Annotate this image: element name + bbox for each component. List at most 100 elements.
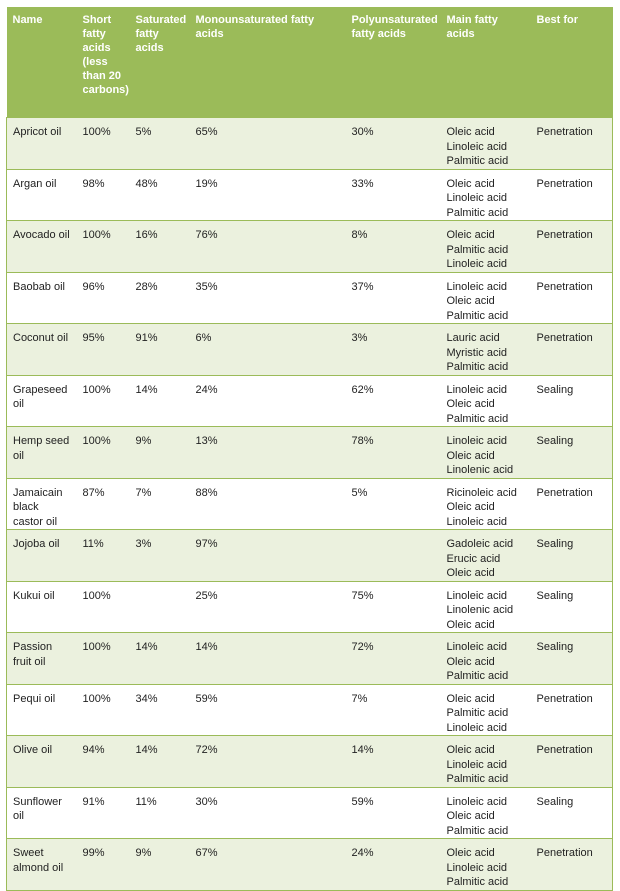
cell-short-fatty-acids: 96% [76,271,130,324]
table-row: Sunflower oil 91% 11% 30% 59% Linoleic acid Ol… [6,786,613,839]
cell-short-fatty-acids: 99% [76,838,130,891]
cell-short-fatty-acids: 94% [76,735,130,788]
cell-monounsaturated: 30% [189,786,346,839]
fatty-acid-item: Oleic acid [446,810,495,822]
cell-monounsaturated: 72% [189,735,346,788]
fatty-acid-item: Oleic acid [446,618,495,631]
cell-short-fatty-acids: 100% [76,220,130,273]
fatty-acid-item: Linoleic acid [446,192,508,204]
fatty-acid-item: Erucic acid [446,552,501,565]
cell-main-fatty-acids: Oleic acid Linoleic acid Palmitic acid [440,168,531,221]
cell-best-for: Sealing [530,786,613,839]
cell-short-fatty-acids: 100% [76,632,130,685]
cell-short-fatty-acids: 98% [76,168,130,221]
fatty-acid-item: Linolenic acid [446,604,514,616]
fatty-acid-item: Linoleic acid [446,280,508,293]
fatty-acid-item: Palmitic acid [446,155,509,167]
cell-name: Sweet almond oil [6,838,77,891]
cell-polyunsaturated: 59% [345,786,441,839]
fatty-acid-item: Linoleic acid [446,258,508,270]
fatty-acid-item: Linoleic acid [446,383,508,396]
cell-saturated [129,580,190,633]
header-short-fatty-acids: Short fatty acids (less than 20 carbons) [76,7,130,118]
fatty-acid-item: Linoleic acid [446,795,508,808]
cell-polyunsaturated: 37% [345,271,441,324]
cell-short-fatty-acids: 100% [76,426,130,479]
cell-monounsaturated: 35% [189,271,346,324]
fatty-acid-item: Palmitic acid [446,670,509,682]
table-header-row: Name Short fatty acids (less than 20 car… [6,7,613,118]
cell-best-for: Penetration [530,323,613,376]
table-row: Baobab oil 96% 28% 35% 37% Linoleic acid Oleic… [6,271,613,324]
cell-polyunsaturated: 75% [345,580,441,633]
cell-best-for: Sealing [530,580,613,633]
fatty-acid-item: Oleic acid [446,229,495,241]
cell-monounsaturated: 76% [189,220,346,273]
cell-short-fatty-acids: 87% [76,477,130,530]
fatty-acid-item: Linoleic acid [446,140,508,153]
cell-best-for: Penetration [530,220,613,273]
cell-best-for: Sealing [530,426,613,479]
cell-short-fatty-acids: 11% [76,529,130,582]
cell-main-fatty-acids: Oleic acid Palmitic acid Linoleic acid [440,220,531,273]
cell-saturated: 16% [129,220,190,273]
cell-monounsaturated: 65% [189,117,346,170]
cell-polyunsaturated: 62% [345,374,441,427]
cell-name: Olive oil [6,735,77,788]
cell-monounsaturated: 25% [189,580,346,633]
cell-name: Avocado oil [6,220,77,273]
cell-main-fatty-acids: Oleic acid Linoleic acid Palmitic acid [440,735,531,788]
cell-saturated: 5% [129,117,190,170]
cell-best-for: Penetration [530,735,613,788]
table-row: Avocado oil 100% 16% 76% 8% Oleic acid Palmiti… [6,220,613,273]
fatty-acid-item: Lauric acid [446,332,500,344]
cell-polyunsaturated: 72% [345,632,441,685]
fatty-acid-item: Linoleic acid [446,641,508,653]
cell-polyunsaturated: 24% [345,838,441,891]
table-row: Coconut oil 95% 91% 6% 3% Lauric acid Myristic… [6,323,613,376]
cell-short-fatty-acids: 95% [76,323,130,376]
cell-best-for: Sealing [530,632,613,685]
cell-polyunsaturated: 7% [345,683,441,736]
fatty-acid-item: Palmitic acid [446,206,509,219]
fatty-acid-item: Linoleic acid [446,861,508,874]
table-row: Hemp seed oil 100% 9% 13% 78% Linoleic acid Ol… [6,426,613,479]
table-row: Olive oil 94% 14% 72% 14% Oleic acid Linoleic … [6,735,613,788]
cell-saturated: 3% [129,529,190,582]
cell-main-fatty-acids: Oleic acid Palmitic acid Linoleic acid [440,683,531,736]
cell-monounsaturated: 97% [189,529,346,582]
cell-main-fatty-acids: Oleic acid Linoleic acid Palmitic acid [440,117,531,170]
cell-best-for: Sealing [530,529,613,582]
header-polyunsaturated: Polyunsaturated fatty acids [345,7,441,118]
cell-short-fatty-acids: 100% [76,117,130,170]
header-main-fatty-acids: Main fatty acids [440,7,531,118]
cell-polyunsaturated: 30% [345,117,441,170]
fatty-acid-item: Palmitic acid [446,876,509,888]
cell-saturated: 34% [129,683,190,736]
cell-best-for: Sealing [530,374,613,427]
fatty-acid-item: Oleic acid [446,847,495,859]
cell-monounsaturated: 14% [189,632,346,685]
cell-monounsaturated: 67% [189,838,346,891]
cell-best-for: Penetration [530,683,613,736]
cell-short-fatty-acids: 91% [76,786,130,839]
cell-name: Hemp seed oil [6,426,77,479]
fatty-acid-item: Oleic acid [446,655,495,668]
cell-main-fatty-acids: Linoleic acid Oleic acid Palmitic acid [440,374,531,427]
cell-main-fatty-acids: Ricinoleic acid Oleic acid Linoleic acid [440,477,531,530]
cell-saturated: 7% [129,477,190,530]
fatty-acid-item: Oleic acid [446,744,495,756]
cell-saturated: 91% [129,323,190,376]
fatty-acid-item: Palmitic acid [446,773,509,785]
fatty-acid-item: Palmitic acid [446,824,509,837]
fatty-acid-item: Oleic acid [446,567,495,579]
table-row: Sweet almond oil 99% 9% 67% 24% Oleic acid Lin… [6,838,613,891]
fatty-acid-item: Ricinoleic acid [446,486,517,499]
cell-best-for: Penetration [530,271,613,324]
cell-polyunsaturated: 78% [345,426,441,479]
cell-main-fatty-acids: Gadoleic acid Erucic acid Oleic acid [440,529,531,582]
cell-saturated: 14% [129,735,190,788]
cell-monounsaturated: 59% [189,683,346,736]
cell-best-for: Penetration [530,838,613,891]
fatty-acid-item: Oleic acid [446,177,495,190]
